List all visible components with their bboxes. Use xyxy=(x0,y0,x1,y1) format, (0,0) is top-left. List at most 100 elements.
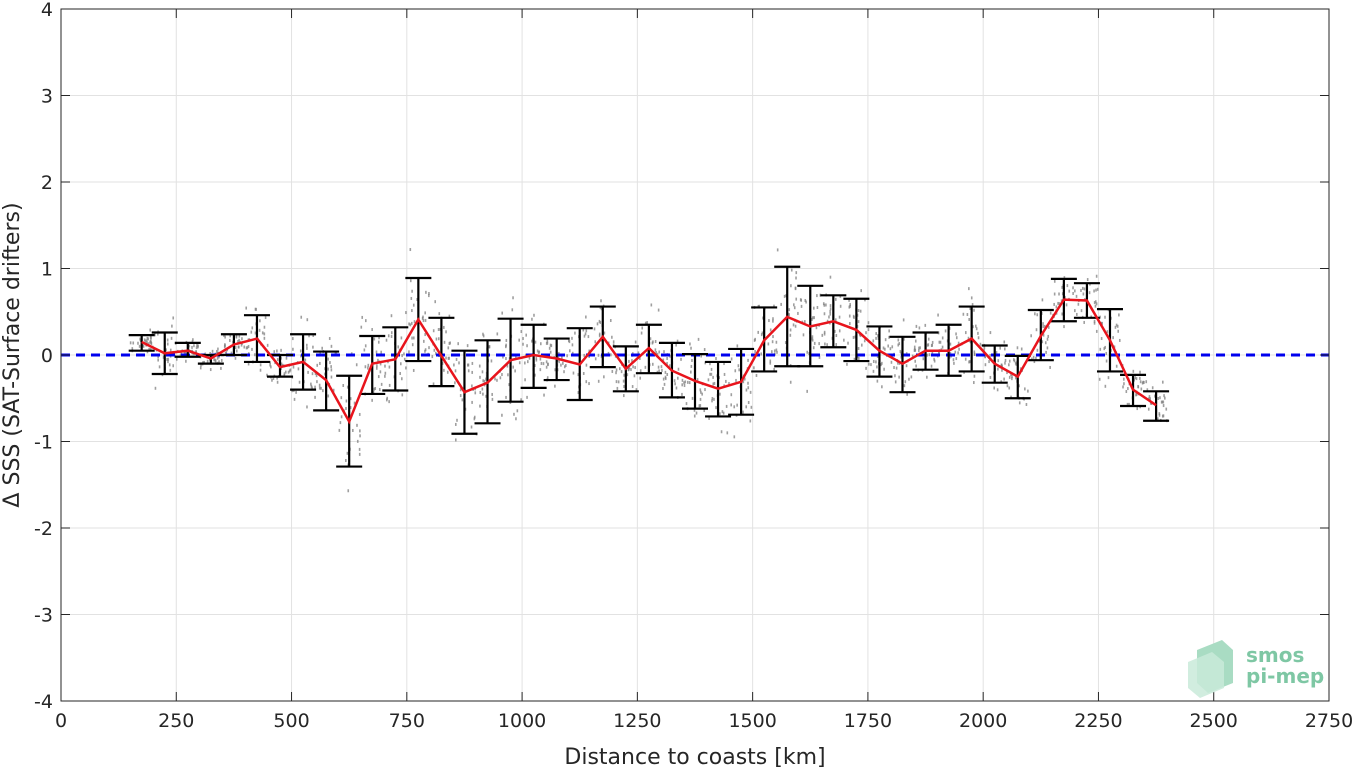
scatter-point xyxy=(1147,407,1150,411)
scatter-point xyxy=(220,366,222,370)
scatter-point xyxy=(1016,346,1019,350)
scatter-point xyxy=(473,417,476,421)
scatter-point xyxy=(1066,284,1069,288)
scatter-point xyxy=(214,358,216,362)
scatter-point xyxy=(327,357,329,361)
scatter-point xyxy=(401,393,404,397)
scatter-point xyxy=(483,379,486,383)
scatter-point xyxy=(707,378,710,382)
scatter-point xyxy=(454,381,456,385)
scatter-point xyxy=(328,337,331,341)
scatter-point xyxy=(1114,325,1117,329)
scatter-point xyxy=(527,360,529,364)
scatter-point xyxy=(1013,359,1016,363)
scatter-point xyxy=(338,428,341,432)
scatter-point xyxy=(658,369,660,373)
scatter-point xyxy=(506,364,509,368)
scatter-point xyxy=(793,303,795,307)
scatter-point xyxy=(865,331,867,335)
scatter-point xyxy=(628,366,631,370)
scatter-point xyxy=(379,362,382,366)
scatter-point xyxy=(749,390,752,394)
scatter-point xyxy=(857,320,860,324)
scatter-point xyxy=(447,346,450,350)
scatter-point xyxy=(893,366,895,370)
scatter-point xyxy=(356,423,358,427)
scatter-point xyxy=(1008,363,1010,367)
scatter-point xyxy=(835,343,838,347)
scatter-point xyxy=(447,356,450,360)
scatter-point xyxy=(175,357,178,361)
scatter-point xyxy=(615,371,617,375)
scatter-point xyxy=(630,368,632,372)
x-tick-label: 750 xyxy=(389,710,425,732)
scatter-point xyxy=(271,378,273,382)
scatter-point xyxy=(378,336,380,340)
scatter-point xyxy=(443,368,445,372)
scatter-point xyxy=(852,335,855,339)
scatter-point xyxy=(693,408,696,412)
scatter-point xyxy=(558,351,560,355)
scatter-point xyxy=(385,338,388,342)
scatter-point xyxy=(324,372,326,376)
scatter-point xyxy=(276,380,279,384)
scatter-point xyxy=(423,339,425,343)
scatter-point xyxy=(666,372,669,376)
scatter-point xyxy=(508,383,510,387)
scatter-point xyxy=(1006,384,1009,388)
scatter-point xyxy=(1095,274,1098,278)
scatter-point xyxy=(1160,400,1163,404)
scatter-point xyxy=(1058,302,1061,306)
scatter-point xyxy=(1105,351,1108,355)
scatter-point xyxy=(147,337,150,341)
scatter-point xyxy=(1080,309,1083,313)
scatter-point xyxy=(1068,289,1071,293)
scatter-point xyxy=(609,319,612,323)
scatter-point xyxy=(975,327,978,331)
scatter-point xyxy=(147,342,150,346)
scatter-point xyxy=(631,385,634,389)
scatter-point xyxy=(1072,291,1074,295)
scatter-point xyxy=(1165,407,1168,411)
scatter-point xyxy=(298,380,301,384)
scatter-point xyxy=(875,336,877,340)
scatter-point xyxy=(522,337,524,341)
scatter-point xyxy=(424,318,427,322)
scatter-point xyxy=(683,384,686,388)
scatter-point xyxy=(361,315,364,319)
scatter-point xyxy=(531,317,533,321)
scatter-point xyxy=(471,384,473,388)
scatter-point xyxy=(1140,387,1143,391)
scatter-point xyxy=(229,334,232,338)
scatter-point xyxy=(223,345,226,349)
scatter-point xyxy=(989,375,992,379)
scatter-point xyxy=(737,364,740,368)
scatter-point xyxy=(318,386,321,390)
scatter-point xyxy=(826,343,828,347)
scatter-point xyxy=(857,347,860,351)
scatter-point xyxy=(403,357,406,361)
scatter-point xyxy=(776,248,779,252)
scatter-point xyxy=(238,338,240,342)
scatter-point xyxy=(691,358,693,362)
scatter-point xyxy=(409,323,412,327)
scatter-point xyxy=(753,338,756,342)
scatter-point xyxy=(1118,313,1120,317)
scatter-point xyxy=(657,308,660,312)
scatter-point xyxy=(346,385,349,389)
scatter-point xyxy=(482,392,484,396)
scatter-point xyxy=(358,412,361,416)
scatter-point xyxy=(280,348,282,352)
scatter-point xyxy=(154,333,156,337)
scatter-point xyxy=(1117,329,1120,333)
scatter-point xyxy=(834,297,837,301)
scatter-point xyxy=(1008,386,1011,390)
scatter-point xyxy=(195,346,198,350)
scatter-point xyxy=(1088,291,1091,295)
scatter-point xyxy=(195,350,197,354)
scatter-point xyxy=(434,300,437,304)
scatter-point xyxy=(944,329,947,333)
scatter-point xyxy=(883,367,885,371)
scatter-point xyxy=(584,332,587,336)
scatter-point xyxy=(316,363,319,367)
